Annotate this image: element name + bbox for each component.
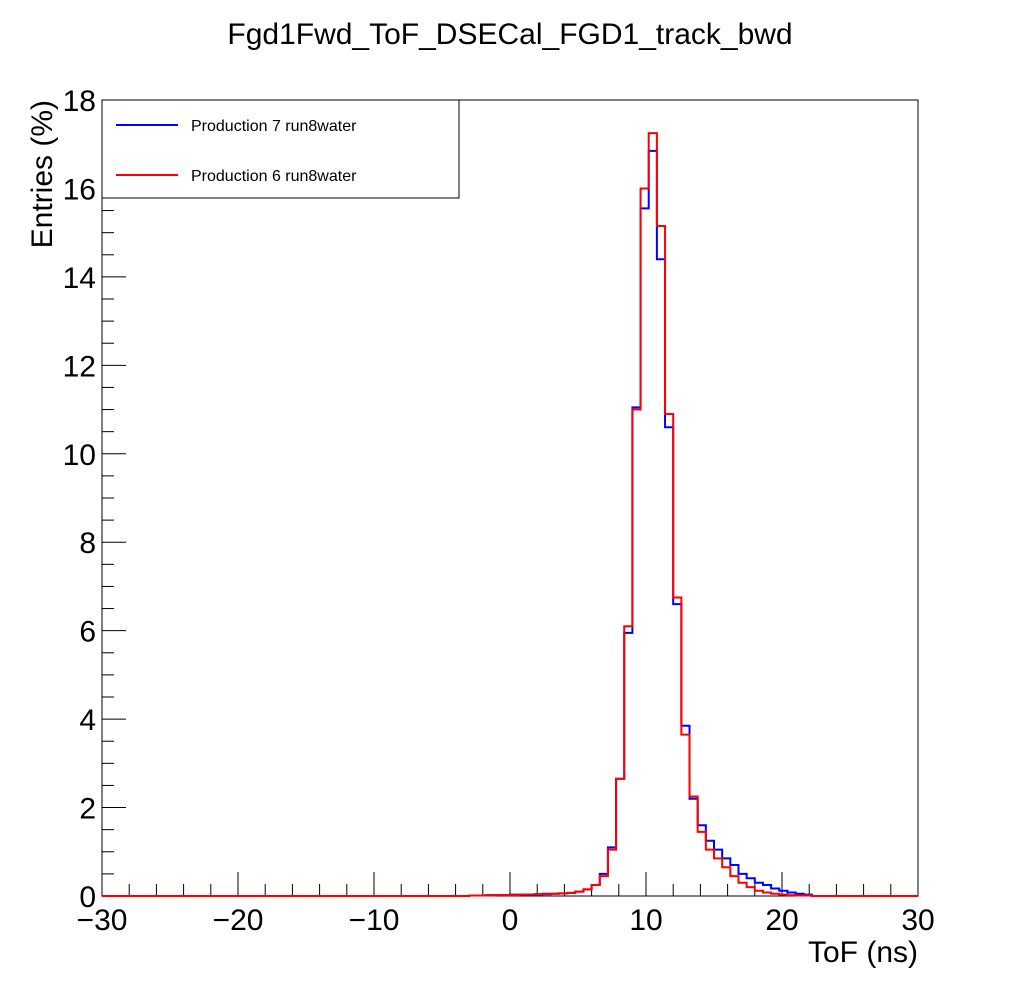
y-tick-label: 18 — [63, 85, 96, 118]
series-production-7-line — [102, 149, 918, 897]
x-tick-label: 10 — [629, 904, 662, 937]
y-axis-ticks — [102, 99, 126, 897]
y-tick-label: 2 — [79, 793, 96, 826]
legend-label-production-6: Production 6 run8water — [191, 168, 357, 185]
legend-label-production-7: Production 7 run8water — [191, 118, 357, 135]
y-tick-label: 6 — [79, 616, 96, 649]
series-production-6-line — [102, 132, 918, 897]
plot-frame — [101, 99, 919, 897]
y-tick-label: 8 — [79, 527, 96, 560]
legend-box — [101, 99, 460, 199]
y-axis-tick-labels: 0 2 4 6 8 10 12 14 16 18 — [63, 85, 96, 914]
chart-title: Fgd1Fwd_ToF_DSECal_FGD1_track_bwd — [227, 18, 792, 51]
y-tick-label: 10 — [63, 439, 96, 472]
x-tick-label: 0 — [502, 904, 519, 937]
x-axis-title: ToF (ns) — [808, 936, 918, 969]
legend: Production 7 run8water Production 6 run8… — [101, 99, 460, 199]
histogram-series — [102, 132, 918, 897]
x-tick-label: −20 — [213, 904, 264, 937]
x-axis-tick-labels: −30 −20 −10 0 10 20 30 — [77, 904, 935, 937]
x-tick-label: 30 — [901, 904, 934, 937]
y-axis-title: Entries (%) — [26, 100, 59, 248]
y-tick-label: 0 — [79, 881, 96, 914]
y-tick-label: 12 — [63, 350, 96, 383]
x-tick-label: −10 — [349, 904, 400, 937]
x-tick-label: −30 — [77, 904, 128, 937]
y-tick-label: 14 — [63, 262, 96, 295]
y-tick-label: 16 — [63, 173, 96, 206]
x-tick-label: 20 — [765, 904, 798, 937]
y-tick-label: 4 — [79, 704, 96, 737]
